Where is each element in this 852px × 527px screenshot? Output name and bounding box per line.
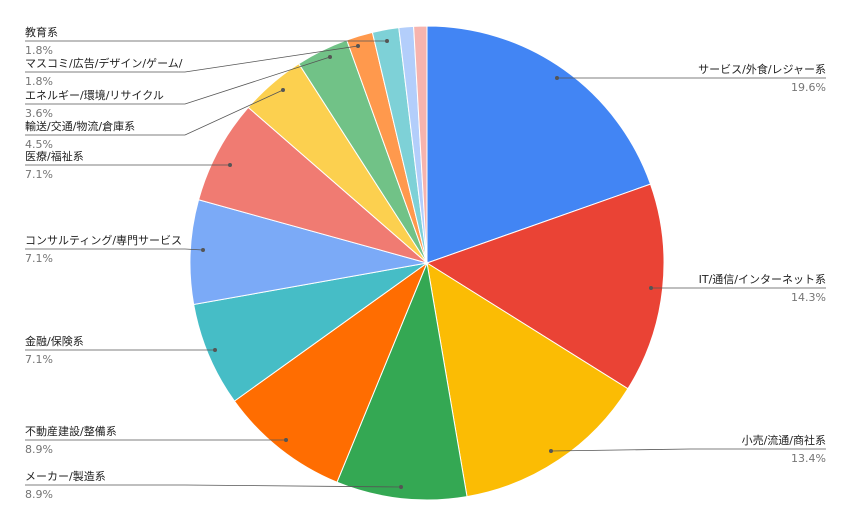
leader-line [25, 484, 402, 488]
slice-label: IT/通信/インターネット系 [699, 273, 826, 286]
leader-dot [356, 44, 360, 48]
slice-label: 医療/福祉系 [25, 149, 84, 163]
pie-slice [189, 199, 428, 306]
leader-dot [284, 438, 288, 442]
value-label: 7.1% [25, 353, 53, 366]
leader-dot [555, 76, 559, 80]
leader-line [25, 248, 204, 251]
slice-label: 教育系 [25, 25, 58, 39]
leader-line [25, 89, 284, 136]
value-label: 14.3% [791, 291, 826, 304]
pie-slice [193, 262, 428, 402]
leader-line [25, 56, 331, 105]
slice-label: マスコミ/広告/デザイン/ゲーム/ [25, 56, 183, 70]
pie-slice [426, 261, 629, 498]
slice-label: 輸送/交通/物流/倉庫系 [25, 119, 135, 133]
leader-dot [549, 449, 553, 453]
value-label: 7.1% [25, 168, 53, 181]
slice-label: 不動産建設/整備系 [25, 424, 117, 438]
slice-label: サービス/外食/レジャー系 [698, 62, 826, 76]
leader-dot [328, 55, 332, 59]
leader-dot [649, 286, 653, 290]
pie-slice [413, 25, 428, 264]
value-label: 3.6% [25, 107, 53, 120]
pie-slice [197, 106, 428, 264]
value-label: 13.4% [791, 452, 826, 465]
leader-dot [213, 348, 217, 352]
leader-dot [228, 163, 232, 167]
slice-label: エネルギー/環境/リサイクル [25, 88, 164, 102]
pie-slice [233, 261, 429, 483]
value-label: 8.9% [25, 488, 53, 501]
leader-line [550, 448, 826, 452]
leader-dot [399, 485, 403, 489]
value-label: 1.8% [25, 44, 53, 57]
pie-slice [336, 261, 468, 501]
slice-label: コンサルティング/専門サービス [25, 233, 182, 247]
slice-label: 小売/流通/商社系 [742, 433, 826, 447]
value-label: 8.9% [25, 443, 53, 456]
pie-slice [425, 183, 665, 390]
value-label: 4.5% [25, 138, 53, 151]
value-label: 19.6% [791, 81, 826, 94]
leader-dot [281, 88, 285, 92]
value-label: 1.8% [25, 75, 53, 88]
slice-label: 金融/保険系 [25, 334, 84, 348]
value-label: 7.1% [25, 252, 53, 265]
leader-dot [385, 39, 389, 43]
slice-label: メーカー/製造系 [25, 469, 106, 483]
leader-line [25, 45, 359, 73]
leader-dot [201, 248, 205, 252]
